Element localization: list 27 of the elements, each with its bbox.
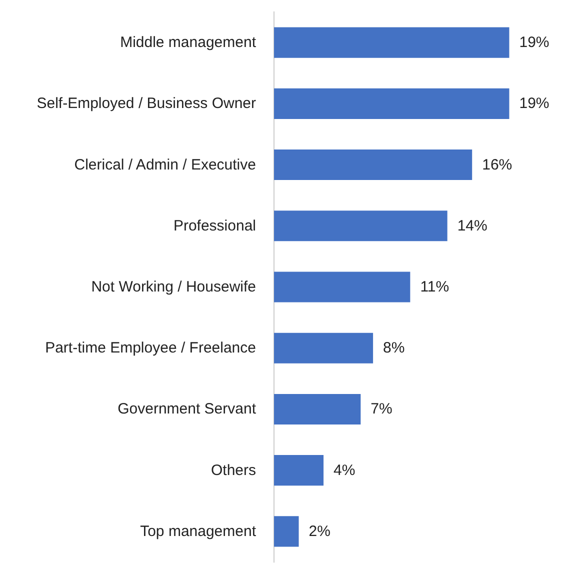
y-tick-label: Government Servant: [118, 400, 257, 418]
bar: [274, 88, 510, 119]
bar: [274, 516, 299, 547]
data-label: 14%: [457, 217, 488, 234]
bar: [274, 455, 324, 486]
y-tick-label: Self-Employed / Business Owner: [36, 95, 256, 112]
data-label: 7%: [370, 400, 392, 418]
y-tick-label: Middle management: [120, 34, 257, 52]
bar: [274, 272, 410, 302]
data-label: 2%: [308, 522, 330, 540]
bar: [274, 27, 510, 58]
data-label: 11%: [420, 278, 450, 296]
bar: [274, 150, 472, 180]
y-tick-label: Professional: [173, 217, 256, 234]
data-label: 8%: [383, 340, 405, 357]
bar: [274, 332, 374, 364]
y-tick-label: Not Working / Housewife: [91, 278, 256, 296]
bar: [274, 210, 448, 242]
y-tick-label: Part-time Employee / Freelance: [45, 340, 256, 357]
data-label: 19%: [519, 34, 550, 52]
bar: [274, 394, 361, 424]
data-label: 16%: [482, 156, 512, 174]
y-tick-label: Clerical / Admin / Executive: [74, 156, 256, 174]
y-tick-label: Others: [210, 462, 256, 479]
data-label: 19%: [519, 95, 550, 112]
y-tick-label: Top management: [140, 522, 257, 540]
data-label: 4%: [334, 462, 356, 479]
